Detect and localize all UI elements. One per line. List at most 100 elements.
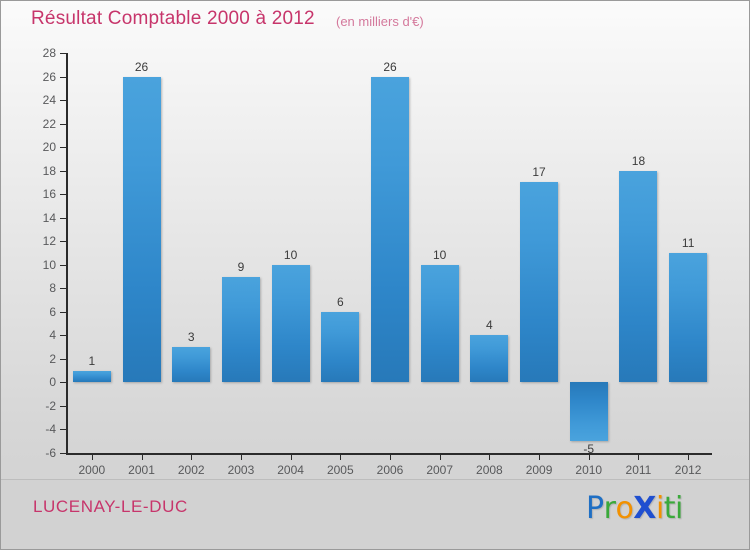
- bar-2007[interactable]: [420, 264, 459, 383]
- y-axis-label: 0: [49, 375, 56, 390]
- x-axis-tick: [240, 454, 242, 460]
- x-axis-tick: [539, 454, 541, 460]
- logo-letter-3: X: [633, 491, 656, 526]
- bar-value-label: 4: [486, 318, 493, 333]
- bar-value-label: 18: [631, 153, 646, 168]
- x-axis-label: 2003: [227, 463, 255, 477]
- x-axis-label: 2001: [128, 463, 155, 477]
- y-axis-tick: [60, 311, 67, 313]
- bar-2006[interactable]: [371, 76, 409, 383]
- x-axis-label: 2008: [476, 463, 503, 477]
- y-axis-tick: [60, 170, 67, 172]
- bar-2005[interactable]: [321, 311, 360, 383]
- y-axis-label: 6: [49, 304, 56, 319]
- x-axis-tick: [91, 454, 93, 460]
- plot-area: 28 26 24 22 20 18 16 14 12 10 8 6 4 2 0 -2 -4 -6 2000 2001…: [43, 46, 713, 477]
- bar-2002[interactable]: [172, 347, 211, 383]
- bar-2008[interactable]: [470, 335, 509, 383]
- y-axis-label: 4: [49, 328, 56, 343]
- x-axis-label: 2012: [674, 463, 702, 477]
- bar-2012[interactable]: [669, 253, 708, 383]
- y-axis-label: 24: [42, 93, 56, 108]
- bar-value-label: 10: [283, 247, 298, 262]
- logo-letter-5: t: [663, 491, 676, 526]
- bar-value-label: 9: [237, 259, 245, 274]
- x-axis-label: 2005: [326, 463, 354, 477]
- y-axis-label: 14: [42, 210, 56, 225]
- proxiti-logo[interactable]: ProXiti: [586, 491, 683, 526]
- logo-letter-4: i: [655, 491, 664, 526]
- bar-value-label: 26: [134, 59, 149, 74]
- y-axis-line: [66, 53, 68, 454]
- x-axis-tick: [390, 454, 391, 460]
- bar-2011[interactable]: [619, 170, 658, 383]
- y-axis-label: 26: [42, 69, 56, 84]
- logo-letter-0: P: [586, 491, 604, 526]
- bar-value-label: 1: [88, 353, 96, 368]
- bar-2004[interactable]: [271, 264, 310, 383]
- bar-value-label: -5: [583, 442, 595, 457]
- y-axis-tick: [60, 241, 67, 243]
- page-title: Résultat Comptable 2000 à 2012: [31, 8, 315, 29]
- x-axis-label: 2011: [625, 463, 652, 477]
- commune-name: LUCENAY-LE-DUC: [33, 497, 188, 516]
- bar-value-label: 6: [336, 294, 344, 309]
- chart-footer: LUCENAY-LE-DUC ProXiti: [1, 479, 749, 549]
- logo-letter-6: i: [675, 491, 683, 526]
- x-axis-tick: [340, 454, 342, 460]
- x-axis-label: 2007: [426, 463, 454, 477]
- y-axis-tick: [60, 147, 67, 149]
- bar-2001[interactable]: [122, 76, 161, 383]
- footer-divider: [1, 479, 749, 480]
- x-axis-tick: [290, 454, 292, 460]
- chart-header: Résultat Comptable 2000 à 2012 (en milli…: [1, 1, 749, 41]
- y-axis-tick: [60, 100, 67, 102]
- logo-letter-2: o: [615, 491, 634, 526]
- y-axis-tick: [60, 53, 67, 54]
- y-axis-label: 20: [42, 140, 56, 155]
- y-axis-label: -4: [45, 422, 56, 437]
- y-axis-label: 28: [42, 46, 56, 60]
- logo-letter-1: r: [603, 491, 616, 526]
- bar-value-label: 17: [532, 165, 546, 180]
- x-axis-label: 2004: [277, 463, 304, 477]
- y-axis-tick: [60, 453, 67, 454]
- x-axis-tick: [588, 454, 590, 460]
- y-axis-label: 22: [42, 116, 56, 131]
- y-axis-label: -6: [45, 446, 56, 460]
- bar-value-label: 26: [383, 59, 397, 74]
- y-axis-tick: [60, 123, 67, 125]
- bar-2010[interactable]: [569, 382, 608, 442]
- y-axis-tick: [60, 335, 67, 337]
- x-axis-label: 2000: [78, 463, 106, 477]
- y-axis-label: 18: [42, 163, 56, 178]
- x-axis-tick: [439, 454, 441, 460]
- y-axis-tick: [60, 217, 67, 219]
- y-axis-tick: [60, 194, 67, 196]
- y-axis-label: -2: [45, 398, 56, 413]
- x-axis-line: [66, 453, 712, 455]
- bar-value-label: 11: [681, 236, 695, 250]
- y-axis-tick: [60, 288, 67, 290]
- bar-2003[interactable]: [221, 276, 260, 383]
- y-axis-label: 12: [42, 234, 56, 249]
- x-axis-tick: [489, 454, 491, 460]
- x-axis-label: 2010: [575, 463, 603, 477]
- x-axis-label: 2009: [525, 463, 553, 477]
- y-axis-label: 10: [42, 257, 56, 272]
- x-axis-label: 2002: [177, 463, 205, 477]
- x-axis-tick: [141, 454, 143, 460]
- y-axis-label: 16: [42, 187, 56, 202]
- bar-2000[interactable]: [72, 370, 111, 383]
- y-axis-tick: [60, 382, 67, 384]
- bar-value-label: 10: [433, 247, 447, 262]
- x-axis-tick: [638, 454, 640, 460]
- bar-value-label: 3: [187, 330, 195, 345]
- x-axis-label: 2006: [376, 463, 404, 477]
- x-axis-tick: [191, 454, 193, 460]
- x-axis-tick: [688, 454, 690, 460]
- y-axis-tick: [60, 429, 67, 431]
- chart-subtitle: (en milliers d'€): [336, 14, 424, 29]
- bar-2009[interactable]: [520, 182, 559, 383]
